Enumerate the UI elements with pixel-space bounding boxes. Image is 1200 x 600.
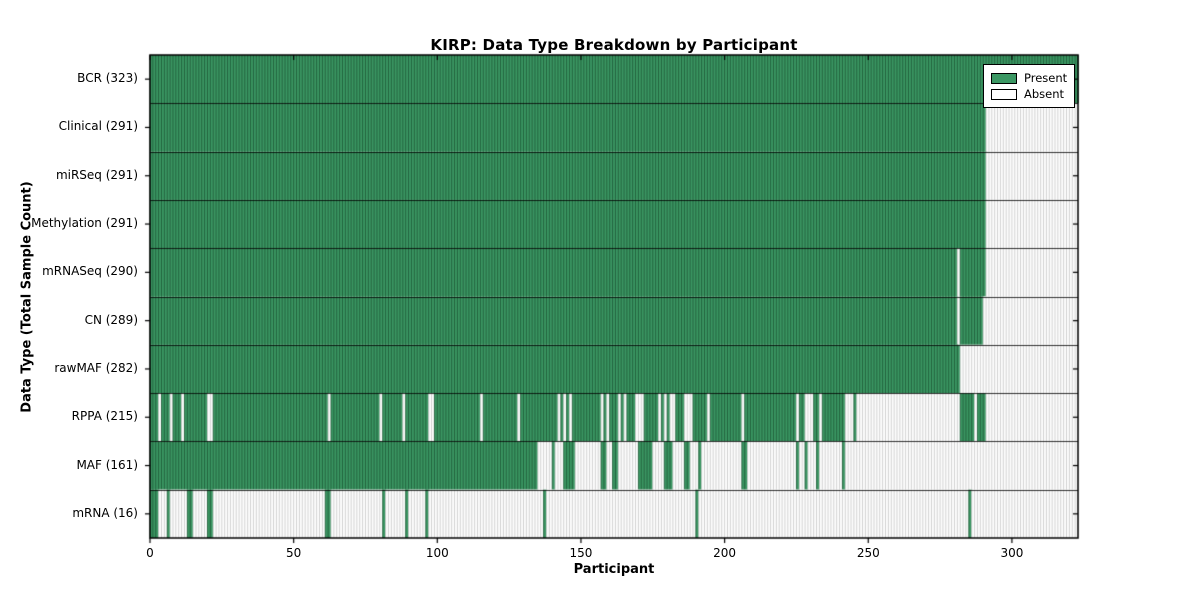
legend-label-present: Present [1024, 71, 1068, 85]
present-swatch-icon [991, 72, 1017, 84]
y-tick-label: BCR (323) [77, 71, 138, 86]
y-tick-label: CN (289) [84, 312, 138, 327]
absent-swatch-icon [991, 88, 1017, 100]
y-tick-label: MAF (161) [76, 457, 138, 472]
y-tick-label: mRNA (16) [72, 505, 138, 520]
chart-title: KIRP: Data Type Breakdown by Participant [430, 36, 798, 54]
legend-entry-absent: Absent [991, 86, 1067, 102]
legend: Present Absent [983, 64, 1075, 108]
y-tick-label: Clinical (291) [58, 119, 138, 134]
y-tick-label: Methylation (291) [31, 216, 138, 231]
x-tick-label: 100 [425, 546, 449, 560]
legend-entry-present: Present [991, 70, 1067, 86]
x-tick-label: 150 [569, 546, 593, 560]
x-tick-label: 0 [146, 546, 154, 560]
y-tick-label: mRNASeq (290) [42, 264, 138, 279]
legend-label-absent: Absent [1024, 87, 1065, 101]
x-tick-label: 250 [856, 546, 880, 560]
x-axis-label: Participant [573, 562, 655, 577]
y-tick-label: rawMAF (282) [54, 360, 138, 375]
x-tick-label: 50 [286, 546, 302, 560]
y-tick-label: RPPA (215) [71, 409, 138, 424]
y-tick-label: miRSeq (291) [55, 167, 138, 182]
x-tick-label: 300 [1000, 546, 1024, 560]
x-tick-label: 200 [713, 546, 737, 560]
